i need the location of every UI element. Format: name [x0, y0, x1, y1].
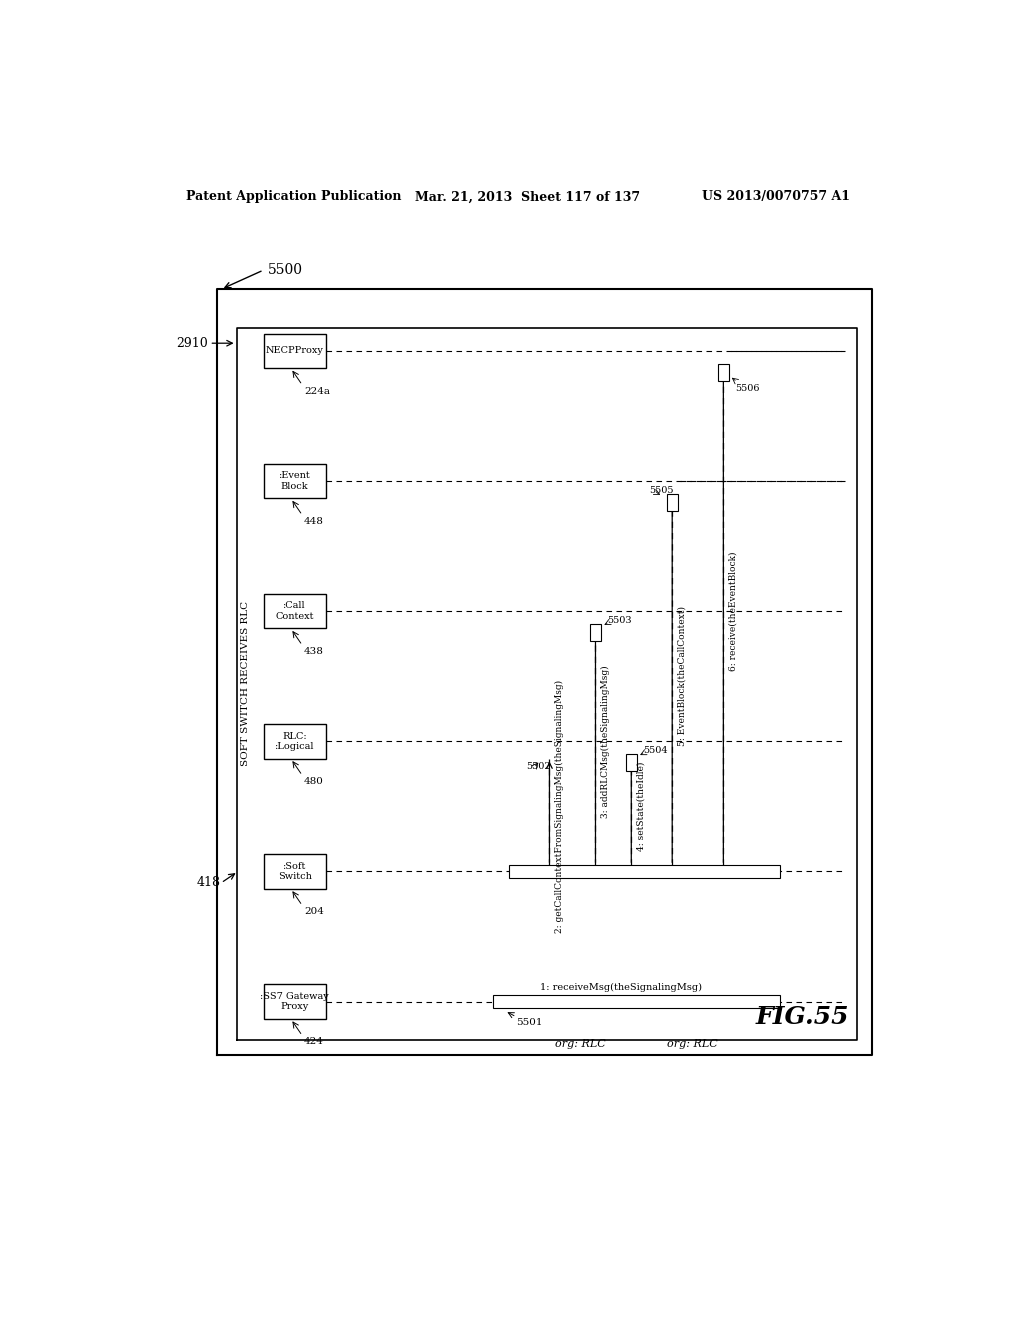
Text: US 2013/0070757 A1: US 2013/0070757 A1 — [701, 190, 850, 203]
Text: :Call
Context: :Call Context — [275, 602, 314, 620]
Text: SOFT SWITCH RECEIVES RLC: SOFT SWITCH RECEIVES RLC — [242, 602, 250, 767]
Bar — [494, 995, 779, 1008]
Text: Mar. 21, 2013  Sheet 117 of 137: Mar. 21, 2013 Sheet 117 of 137 — [415, 190, 640, 203]
Text: 5503: 5503 — [607, 615, 632, 624]
Bar — [509, 866, 779, 878]
Bar — [263, 854, 326, 888]
Text: 438: 438 — [304, 647, 324, 656]
Text: 4: setState(theIdle): 4: setState(theIdle) — [637, 762, 646, 851]
Text: 224a: 224a — [304, 387, 330, 396]
Text: 2910: 2910 — [176, 337, 208, 350]
Bar — [590, 624, 601, 640]
Text: 1: receiveMsg(theSignalingMsg): 1: receiveMsg(theSignalingMsg) — [540, 983, 701, 993]
Text: 5505: 5505 — [649, 486, 674, 495]
Bar — [263, 723, 326, 759]
Bar — [718, 363, 729, 380]
Text: 5500: 5500 — [267, 263, 302, 277]
Text: 6: receive(theEventBlock): 6: receive(theEventBlock) — [729, 552, 737, 671]
Bar — [263, 594, 326, 628]
Text: 480: 480 — [304, 777, 324, 787]
Bar — [263, 985, 326, 1019]
Text: 5502: 5502 — [526, 763, 551, 771]
Text: RLC:
:Logical: RLC: :Logical — [274, 731, 314, 751]
Text: 204: 204 — [304, 907, 324, 916]
Text: 2: getCallContextFromSignalingMsg(theSignalingMsg): 2: getCallContextFromSignalingMsg(theSig… — [555, 680, 564, 933]
Text: :Soft
Switch: :Soft Switch — [278, 862, 311, 882]
Text: 5: EventBlock(theCallContext): 5: EventBlock(theCallContext) — [678, 606, 687, 746]
Text: :SS7 Gateway
Proxy: :SS7 Gateway Proxy — [260, 991, 329, 1011]
Text: 5501: 5501 — [516, 1019, 543, 1027]
Bar — [263, 334, 326, 368]
Text: 424: 424 — [304, 1038, 324, 1047]
Text: org: RLC: org: RLC — [667, 1039, 718, 1049]
Bar — [263, 463, 326, 499]
Text: 418: 418 — [197, 876, 220, 890]
Text: Patent Application Publication: Patent Application Publication — [186, 190, 401, 203]
Text: 5506: 5506 — [735, 384, 760, 392]
Bar — [626, 754, 637, 771]
Text: org: RLC: org: RLC — [555, 1039, 605, 1049]
Bar — [667, 494, 678, 511]
Text: NECPProxy: NECPProxy — [265, 346, 324, 355]
Text: FIG.55: FIG.55 — [756, 1005, 849, 1030]
Text: 5504: 5504 — [643, 746, 668, 755]
Text: 448: 448 — [304, 517, 324, 525]
Text: :Event
Block: :Event Block — [279, 471, 310, 491]
Text: 3: addRLCMsg(theSignalingMsg): 3: addRLCMsg(theSignalingMsg) — [601, 665, 610, 817]
